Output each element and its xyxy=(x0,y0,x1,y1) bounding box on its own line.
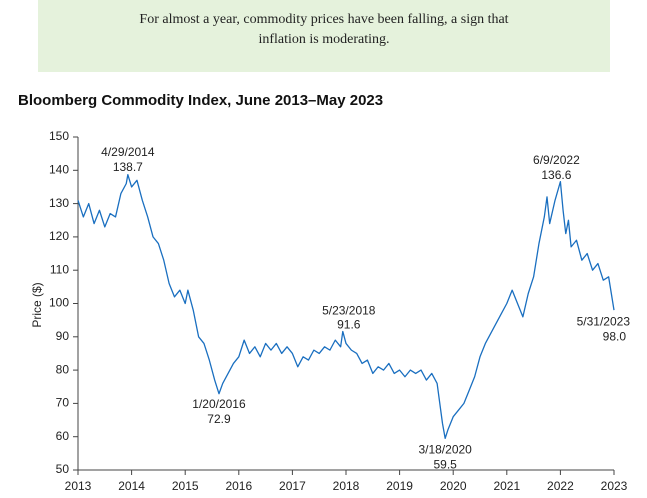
annotation-value: 72.9 xyxy=(207,412,231,426)
annotation-date: 1/20/2016 xyxy=(192,397,246,411)
annotation-date: 6/9/2022 xyxy=(533,153,580,167)
x-tick-label: 2019 xyxy=(386,479,413,493)
y-tick-label: 80 xyxy=(56,362,70,376)
callout-line: inflation is moderating. xyxy=(258,32,389,47)
y-tick-label: 100 xyxy=(49,296,69,310)
y-tick-label: 150 xyxy=(49,129,69,143)
annotation-value: 91.6 xyxy=(337,318,361,332)
annotation-date: 4/29/2014 xyxy=(101,145,155,159)
price-line xyxy=(77,173,615,440)
y-tick-label: 140 xyxy=(49,162,69,176)
y-tick-label: 110 xyxy=(50,262,69,276)
annotation-value: 59.5 xyxy=(433,458,457,472)
x-tick-label: 2014 xyxy=(118,479,145,493)
annotation-date: 3/18/2020 xyxy=(418,443,472,457)
x-tick-label: 2013 xyxy=(65,479,92,493)
y-tick-label: 50 xyxy=(56,462,70,476)
chart-title: Bloomberg Commodity Index, June 2013–May… xyxy=(18,92,383,109)
annotation-date: 5/23/2018 xyxy=(322,304,376,318)
x-tick-label: 2015 xyxy=(172,479,199,493)
y-axis-label: Price ($) xyxy=(30,282,44,327)
y-tick-label: 90 xyxy=(56,329,70,343)
x-tick-label: 2017 xyxy=(279,479,306,493)
x-tick-label: 2023 xyxy=(601,479,628,493)
x-tick-label: 2021 xyxy=(493,479,520,493)
annotation-value: 138.7 xyxy=(113,160,143,174)
callout-box xyxy=(38,0,610,72)
annotation-value: 136.6 xyxy=(541,168,571,182)
y-tick-label: 130 xyxy=(49,196,69,210)
x-tick-label: 2020 xyxy=(440,479,467,493)
x-tick-label: 2016 xyxy=(225,479,252,493)
callout-line: For almost a year, commodity prices have… xyxy=(139,12,508,27)
annotation-date: 5/31/2023 xyxy=(577,314,631,328)
x-tick-label: 2018 xyxy=(333,479,360,493)
y-tick-label: 120 xyxy=(49,229,69,243)
annotation-value: 98.0 xyxy=(603,329,627,343)
y-tick-label: 70 xyxy=(56,396,70,410)
x-tick-label: 2022 xyxy=(547,479,574,493)
y-tick-label: 60 xyxy=(56,429,70,443)
